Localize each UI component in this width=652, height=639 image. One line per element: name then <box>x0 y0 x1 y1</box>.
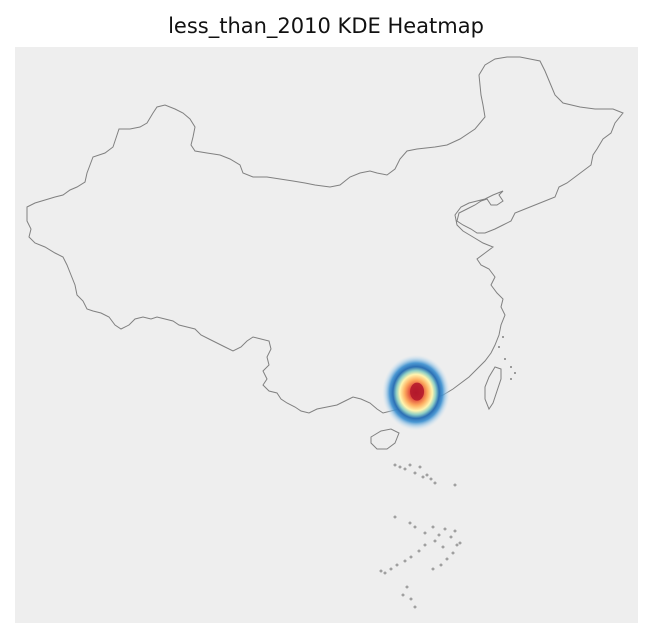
islet <box>409 555 413 559</box>
islet <box>395 563 399 567</box>
islet <box>433 539 437 543</box>
kde-hotspot-core <box>410 382 425 401</box>
islet <box>433 481 437 485</box>
islet <box>451 551 455 555</box>
coastal-islets <box>498 336 516 380</box>
china-boundary <box>26 56 624 414</box>
hainan-island <box>370 428 400 450</box>
map-background <box>15 47 638 623</box>
coastal-islet <box>510 378 512 380</box>
map-canvas <box>15 47 638 623</box>
islet <box>439 563 443 567</box>
islet <box>393 463 397 467</box>
islet <box>441 545 445 549</box>
islet <box>393 515 397 519</box>
islet <box>418 465 422 469</box>
islet <box>423 531 427 535</box>
islet <box>431 525 435 529</box>
islet <box>409 597 413 601</box>
islet <box>405 585 409 589</box>
islet <box>389 567 393 571</box>
coastal-islet <box>504 358 506 360</box>
coastal-islet <box>514 372 516 374</box>
islet <box>423 543 427 547</box>
islet <box>421 475 425 479</box>
islet <box>408 521 412 525</box>
islet <box>403 467 407 471</box>
islet <box>379 569 383 573</box>
islet <box>383 571 387 575</box>
islet <box>458 541 462 545</box>
islet <box>445 557 449 561</box>
islet <box>425 473 429 477</box>
islet <box>417 549 421 553</box>
taiwan-island <box>484 366 502 411</box>
islet <box>408 463 412 467</box>
islet <box>455 543 459 547</box>
chart-title: less_than_2010 KDE Heatmap <box>168 14 484 38</box>
kde-heatmap-layer <box>382 354 451 431</box>
islet <box>398 465 402 469</box>
coastal-islet <box>502 336 504 338</box>
islet <box>453 529 457 533</box>
islet <box>401 593 405 597</box>
islet <box>453 483 457 487</box>
islet <box>449 535 453 539</box>
map-panel <box>15 47 638 623</box>
coastal-islet <box>498 346 500 348</box>
islet <box>429 477 433 481</box>
coastal-islet <box>510 366 512 368</box>
south-china-sea-islands <box>379 463 462 609</box>
islet <box>437 533 441 537</box>
islet <box>403 559 407 563</box>
islet <box>413 471 417 475</box>
islet <box>443 527 447 531</box>
islet <box>413 525 417 529</box>
islet <box>431 567 435 571</box>
islet <box>413 605 417 609</box>
